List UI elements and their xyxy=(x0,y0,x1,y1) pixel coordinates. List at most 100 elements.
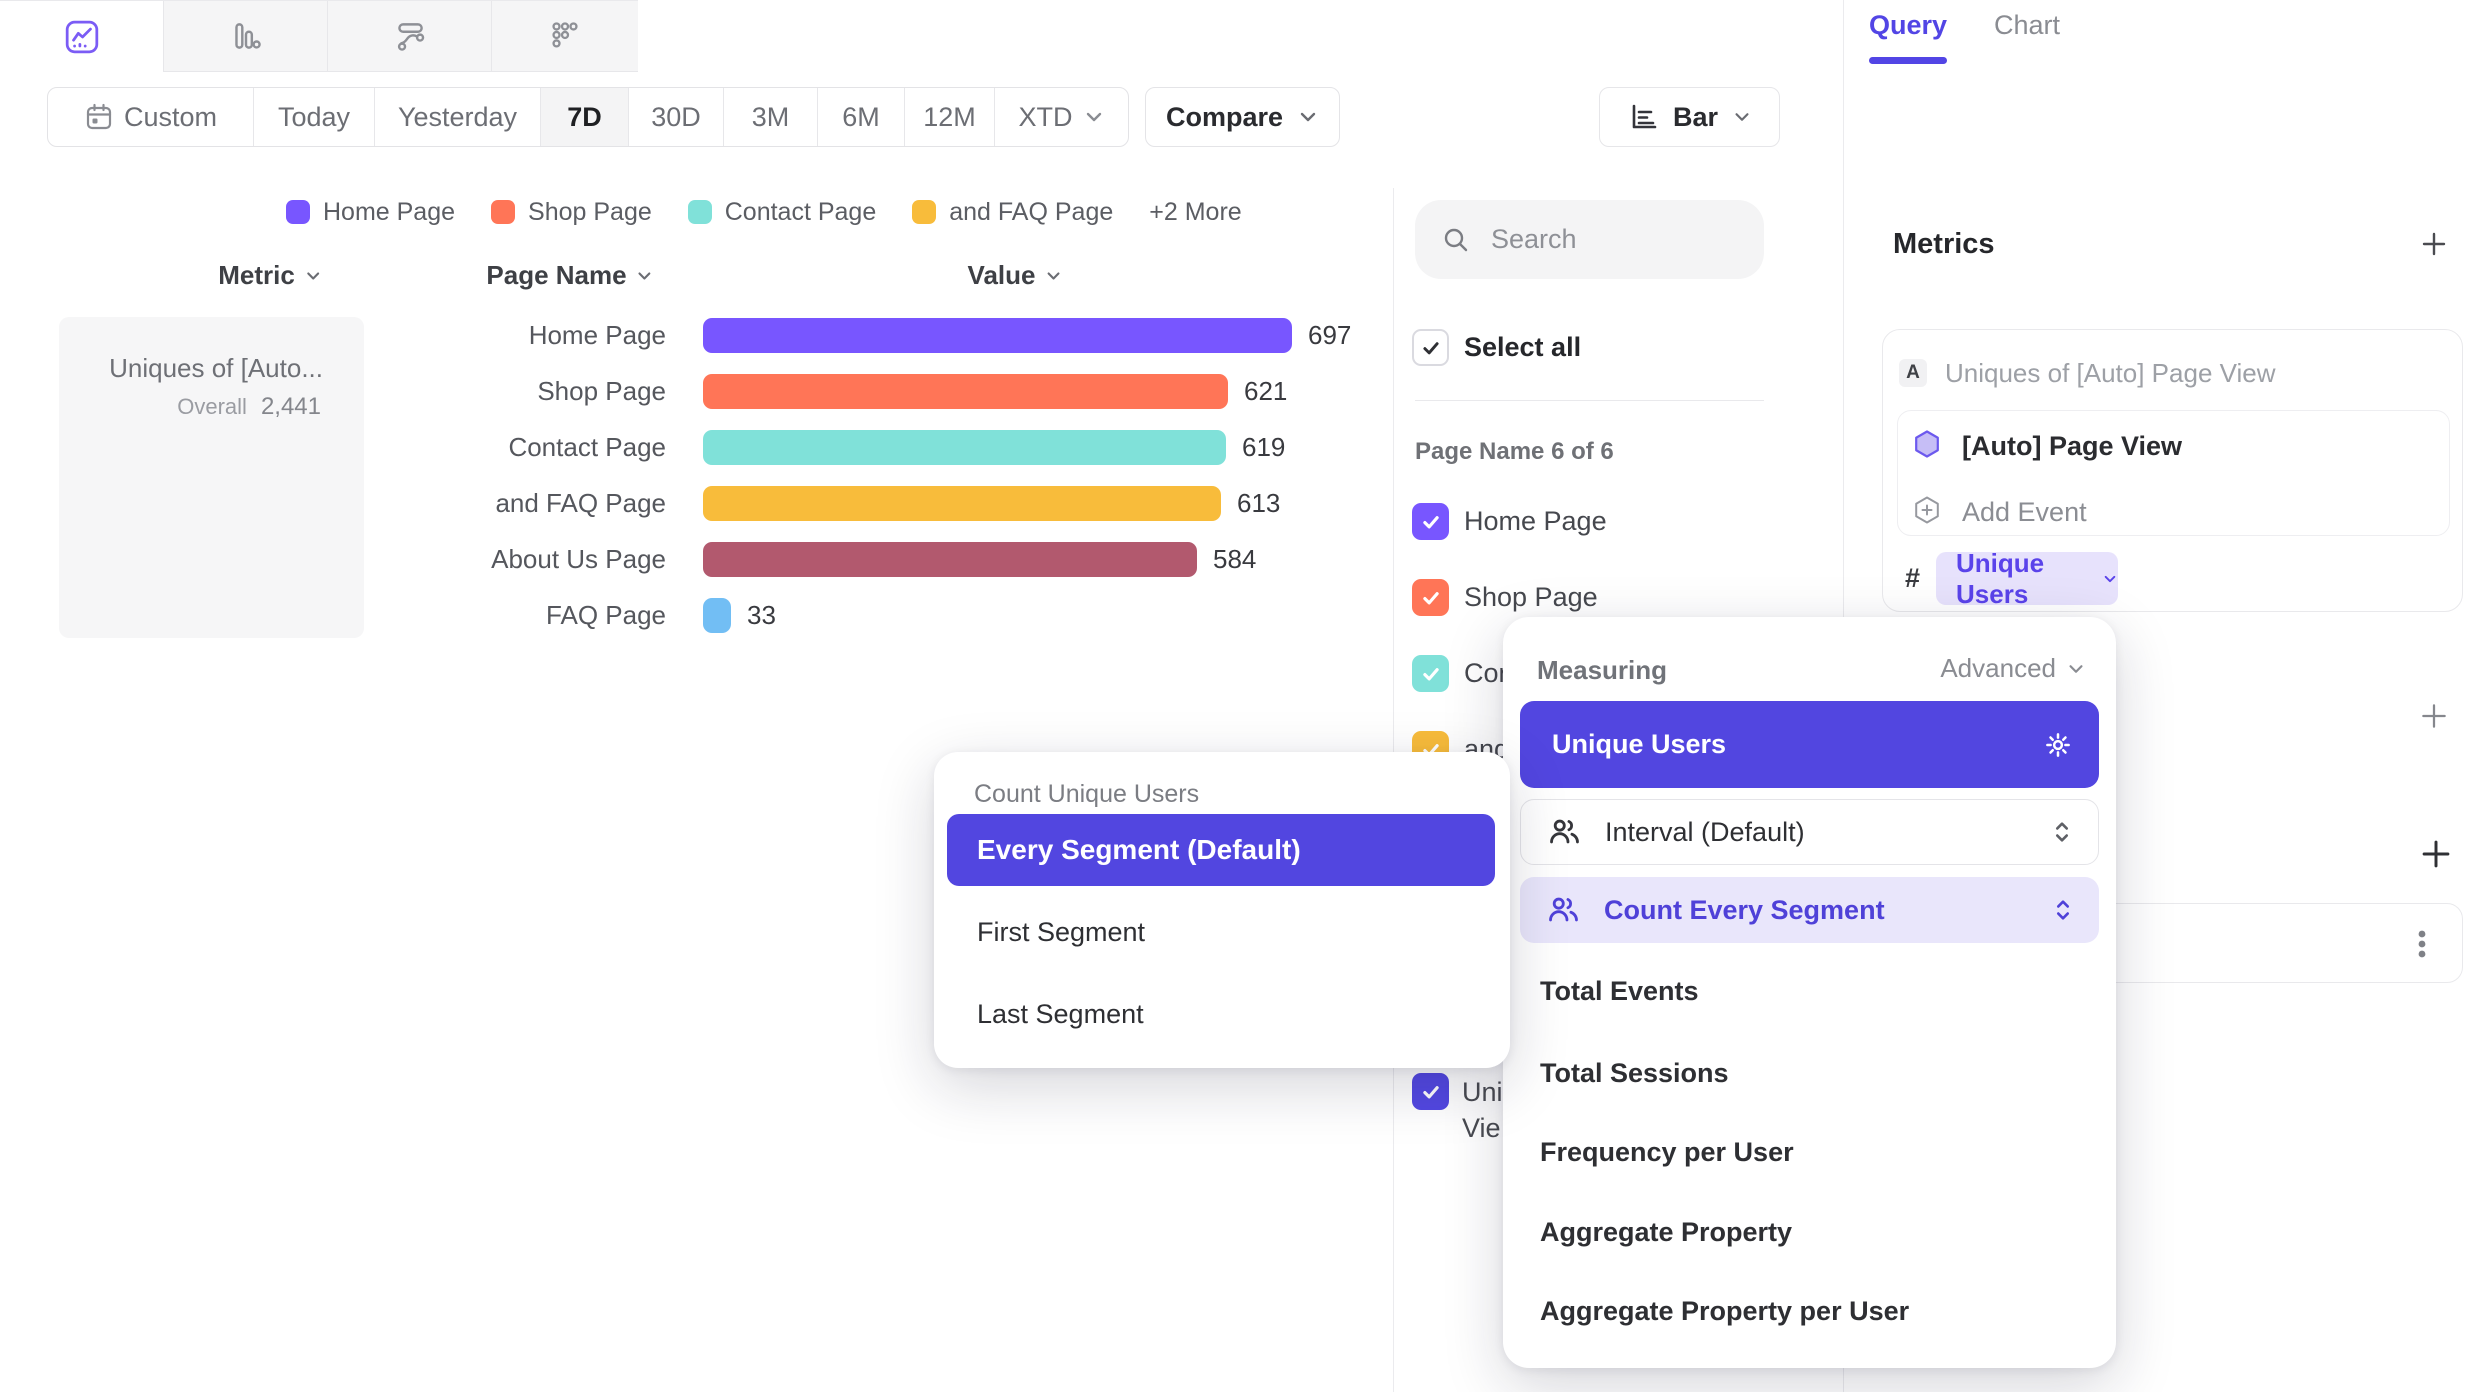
legend-item-home-page[interactable]: Home Page xyxy=(286,198,455,227)
range-3m[interactable]: 3M xyxy=(724,88,818,146)
event-label[interactable]: [Auto] Page View xyxy=(1962,431,2183,461)
column-header-page-name[interactable]: Page Name xyxy=(486,260,653,291)
segment-count-selector[interactable]: Count Every Segment xyxy=(1520,877,2099,943)
metric-summary-title: Uniques of [Auto... xyxy=(109,353,323,383)
column-header-metric[interactable]: Metric xyxy=(218,260,322,291)
checkbox-home-page[interactable] xyxy=(1412,503,1449,540)
bar-value: 613 xyxy=(1237,488,1281,518)
chart-legend: Home Page Shop Page Contact Page and FAQ Pa… xyxy=(286,197,1242,227)
row-label-shop-page: Shop Page xyxy=(537,376,666,406)
segment-search-box[interactable] xyxy=(1415,200,1764,279)
search-input[interactable] xyxy=(1489,223,1729,256)
bar-about-us-page[interactable] xyxy=(703,542,1197,577)
bar-home-page[interactable] xyxy=(703,318,1292,353)
bar-contact-page[interactable] xyxy=(703,430,1226,465)
add-event-label[interactable]: Add Event xyxy=(1962,497,2087,527)
menu-item-unique-users-selected[interactable]: Unique Users xyxy=(1520,701,2099,788)
menu-item-last-segment[interactable]: Last Segment xyxy=(977,999,1144,1029)
bar-shop-page[interactable] xyxy=(703,374,1228,409)
tab-chart[interactable]: Chart xyxy=(1994,10,2061,40)
legend-item-and-faq-page[interactable]: and FAQ Page xyxy=(912,198,1113,227)
select-all-checkbox[interactable] xyxy=(1412,329,1449,366)
row-label-and-faq-page: and FAQ Page xyxy=(495,488,666,518)
range-yesterday[interactable]: Yesterday xyxy=(375,88,541,146)
chart-type-label: Bar xyxy=(1672,101,1719,132)
metrics-section-title: Metrics xyxy=(1893,228,1995,260)
tab-insights-chart[interactable] xyxy=(0,1,164,72)
column-header-value[interactable]: Value xyxy=(968,260,1063,291)
menu-item-total-events[interactable]: Total Events xyxy=(1540,976,1699,1006)
chart-type-select[interactable]: Bar xyxy=(1599,87,1780,147)
range-6m[interactable]: 6M xyxy=(818,88,905,146)
retention-dots-icon xyxy=(552,22,578,48)
interval-selector[interactable]: Interval (Default) xyxy=(1520,799,2099,865)
range-today[interactable]: Today xyxy=(254,88,375,146)
count-unique-users-popover: Count Unique Users Every Segment (Defaul… xyxy=(934,752,1510,1068)
add-filter-button[interactable] xyxy=(2418,700,2450,732)
range-custom[interactable]: Custom xyxy=(48,88,254,146)
bar-and-faq-page[interactable] xyxy=(703,486,1221,521)
metric-badge: A xyxy=(1899,359,1927,387)
calendar-icon xyxy=(86,103,112,130)
tab-flows-chart[interactable] xyxy=(328,1,492,72)
advanced-label: Advanced xyxy=(1940,653,2056,683)
menu-item-label: Aggregate Property xyxy=(1540,1217,1793,1247)
check-icon xyxy=(1422,341,1439,354)
column-header-label: Value xyxy=(967,260,1036,290)
tab-funnels-chart[interactable] xyxy=(164,1,328,72)
checkbox-contact-page[interactable] xyxy=(1412,655,1449,692)
range-label: XTD xyxy=(1018,101,1073,132)
menu-item-first-segment[interactable]: First Segment xyxy=(977,917,1146,947)
more-options-icon[interactable] xyxy=(2404,926,2440,962)
range-label: Custom xyxy=(123,101,218,132)
measuring-popover: Measuring Advanced Unique Users Interval… xyxy=(1503,617,2116,1368)
metric-series-label-line2: Vie xyxy=(1462,1113,1501,1143)
menu-item-label: Frequency per User xyxy=(1540,1137,1794,1167)
add-breakdown-button[interactable] xyxy=(2419,837,2453,871)
tab-retention-chart[interactable] xyxy=(492,1,638,72)
bar-value: 619 xyxy=(1242,432,1286,462)
legend-more[interactable]: +2 More xyxy=(1149,197,1242,226)
check-icon xyxy=(1422,667,1439,680)
checkbox-shop-page[interactable] xyxy=(1412,579,1449,616)
bar-value: 33 xyxy=(747,600,776,630)
column-header-label: Metric xyxy=(218,260,295,290)
check-icon xyxy=(1422,1085,1439,1098)
range-label: 30D xyxy=(651,101,701,132)
range-label: 7D xyxy=(567,101,602,132)
advanced-dropdown[interactable]: Advanced xyxy=(1940,653,2086,684)
range-12m[interactable]: 12M xyxy=(905,88,995,146)
range-xtd[interactable]: XTD xyxy=(995,88,1128,146)
range-7d[interactable]: 7D xyxy=(541,88,629,146)
overall-value: 2,441 xyxy=(260,393,321,420)
menu-item-frequency-per-user[interactable]: Frequency per User xyxy=(1540,1132,1794,1172)
bar-faq-page[interactable] xyxy=(703,598,731,633)
compare-button[interactable]: Compare xyxy=(1145,87,1340,147)
add-metric-button[interactable] xyxy=(2419,229,2449,259)
measure-selector[interactable]: Unique Users xyxy=(1936,548,2118,609)
legend-label: Contact Page xyxy=(724,197,877,226)
chevron-down-icon xyxy=(306,271,319,280)
legend-item-shop-page[interactable]: Shop Page xyxy=(491,198,652,227)
range-label: 3M xyxy=(751,101,790,132)
gear-icon[interactable] xyxy=(2043,730,2073,760)
menu-item-aggregate-property-per-user[interactable]: Aggregate Property per User xyxy=(1540,1291,1909,1331)
check-icon xyxy=(1422,515,1439,528)
insights-chart-icon xyxy=(65,20,98,53)
users-icon xyxy=(1550,819,1579,844)
measure-hash: # xyxy=(1905,563,1921,593)
tab-query[interactable]: Query xyxy=(1869,10,1948,40)
menu-item-aggregate-property[interactable]: Aggregate Property xyxy=(1540,1212,1792,1252)
menu-item-total-sessions[interactable]: Total Sessions xyxy=(1540,1058,1729,1088)
compare-label: Compare xyxy=(1165,101,1284,132)
range-30d[interactable]: 30D xyxy=(629,88,724,146)
legend-label: Home Page xyxy=(323,197,456,226)
date-range-segmented-control: Custom Today Yesterday 7D 30D 3M 6M 12M XTD xyxy=(47,87,1129,147)
metric-series-checkbox[interactable] xyxy=(1412,1073,1449,1110)
menu-item-every-segment-selected[interactable]: Every Segment (Default) xyxy=(947,814,1495,886)
legend-item-contact-page[interactable]: Contact Page xyxy=(687,197,877,227)
measuring-title: Measuring xyxy=(1537,655,1668,685)
legend-swatch xyxy=(687,200,712,224)
search-icon xyxy=(1444,228,1468,251)
metric-summary-box[interactable]: Uniques of [Auto... Overall 2,441 xyxy=(59,317,364,638)
